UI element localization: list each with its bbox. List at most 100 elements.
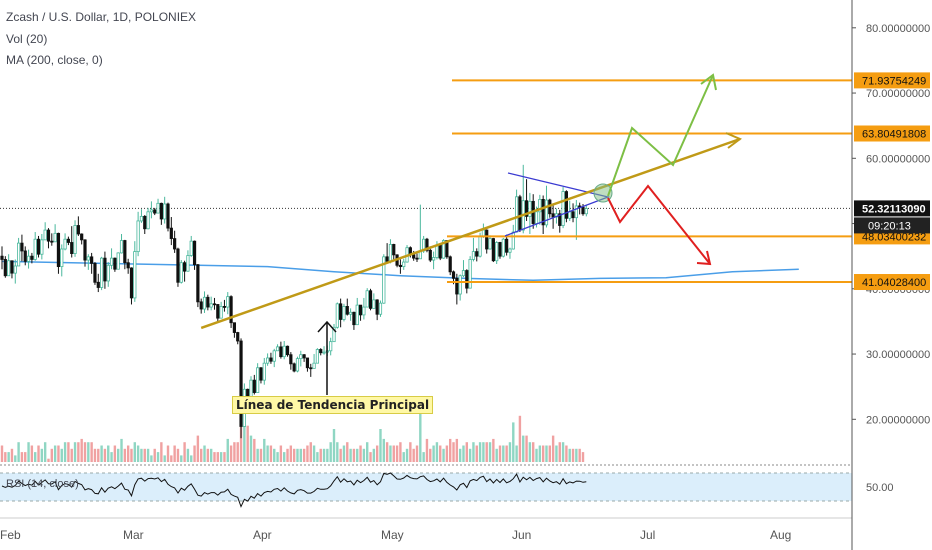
candle — [319, 348, 323, 356]
candle-body — [365, 290, 369, 308]
candle-body — [299, 354, 303, 360]
volume-bar — [170, 455, 173, 462]
grid-layer — [0, 207, 852, 519]
candle — [372, 293, 376, 309]
candle-body — [93, 262, 97, 283]
candle-body — [256, 367, 260, 393]
volume-bar — [342, 445, 346, 462]
candle-body — [36, 238, 41, 255]
volume-bar — [468, 448, 472, 462]
candle — [90, 252, 94, 274]
candle-body — [524, 200, 529, 217]
candle — [392, 243, 396, 260]
volume-bar — [166, 445, 170, 462]
candle — [202, 291, 207, 313]
candle — [322, 346, 326, 355]
candle — [305, 357, 310, 372]
candle-body — [179, 262, 183, 283]
candle — [212, 297, 217, 310]
volume-bar — [362, 448, 366, 462]
candle — [282, 341, 286, 360]
breakout-circle — [593, 183, 613, 203]
candle — [169, 217, 173, 246]
volume-bar — [286, 448, 289, 462]
candle — [558, 209, 562, 233]
candle — [119, 233, 124, 254]
volume-bar — [415, 445, 419, 462]
volume-bar — [4, 452, 7, 462]
volume-bar — [123, 448, 127, 462]
candle-body — [402, 261, 406, 268]
candle — [43, 222, 47, 241]
candle-body — [491, 238, 495, 262]
candle-body — [295, 358, 300, 372]
candle-body — [305, 357, 310, 369]
volume-bar — [535, 448, 538, 462]
y-tick-label: 60.00000000 — [866, 153, 930, 165]
candle — [382, 254, 386, 304]
candle-body — [146, 211, 150, 230]
volume-bar — [349, 448, 352, 462]
candle-body — [189, 240, 193, 256]
volume-bar — [581, 452, 585, 462]
candle-body — [322, 351, 326, 354]
volume-bar — [389, 445, 392, 462]
volume-bar — [283, 452, 286, 462]
candle — [375, 299, 379, 321]
candle-body — [292, 363, 296, 372]
candle — [26, 249, 31, 269]
candle-body — [239, 340, 243, 427]
candle — [295, 356, 300, 373]
volume-bar — [57, 445, 60, 462]
candle — [96, 273, 100, 293]
candle-body — [471, 251, 476, 260]
candle — [179, 260, 183, 284]
candle — [226, 292, 230, 315]
volume-bar — [485, 442, 488, 462]
candle-body — [222, 306, 227, 308]
candle — [100, 256, 104, 291]
candle-body — [279, 346, 283, 358]
x-tick-label: Feb — [0, 528, 21, 542]
candle — [186, 250, 190, 272]
candle-body — [329, 341, 333, 352]
volume-bar — [332, 429, 336, 462]
candle — [584, 204, 588, 217]
volume-bar — [399, 442, 402, 462]
volume-bar — [528, 442, 532, 462]
candle-body — [342, 306, 346, 320]
candle — [116, 252, 120, 270]
volume-bar — [462, 445, 465, 462]
volume-bar — [263, 438, 266, 462]
volume-bar — [302, 448, 306, 462]
candle-body — [116, 252, 120, 270]
candle-body — [166, 203, 170, 229]
candle-body — [581, 206, 585, 215]
volume-bar — [34, 452, 37, 462]
volume-bar — [203, 445, 206, 462]
volume-bar — [545, 445, 548, 462]
y-tick-label: 70.00000000 — [866, 88, 930, 100]
level-price-tag — [854, 125, 930, 142]
bullish-arrow-head — [700, 73, 717, 91]
candle — [229, 295, 233, 328]
candle — [335, 302, 339, 329]
volume-bar — [439, 445, 442, 462]
candle-body — [272, 350, 276, 362]
candle — [166, 202, 170, 232]
candle-body — [259, 367, 263, 381]
candle — [505, 234, 509, 256]
candle-body — [461, 270, 466, 277]
candle-body — [30, 255, 34, 260]
candle-body — [528, 200, 532, 217]
time-axis: Feb Mar Apr May Jun Jul Aug — [0, 528, 791, 542]
candle — [56, 232, 61, 274]
x-tick-label: May — [381, 528, 404, 542]
volume-bar — [551, 435, 555, 462]
candle-body — [534, 211, 539, 224]
volume-bar — [27, 442, 30, 462]
volume-bar — [312, 445, 316, 462]
volume-bar — [97, 448, 100, 462]
candle-body — [382, 256, 386, 304]
volume-bar — [379, 429, 382, 462]
